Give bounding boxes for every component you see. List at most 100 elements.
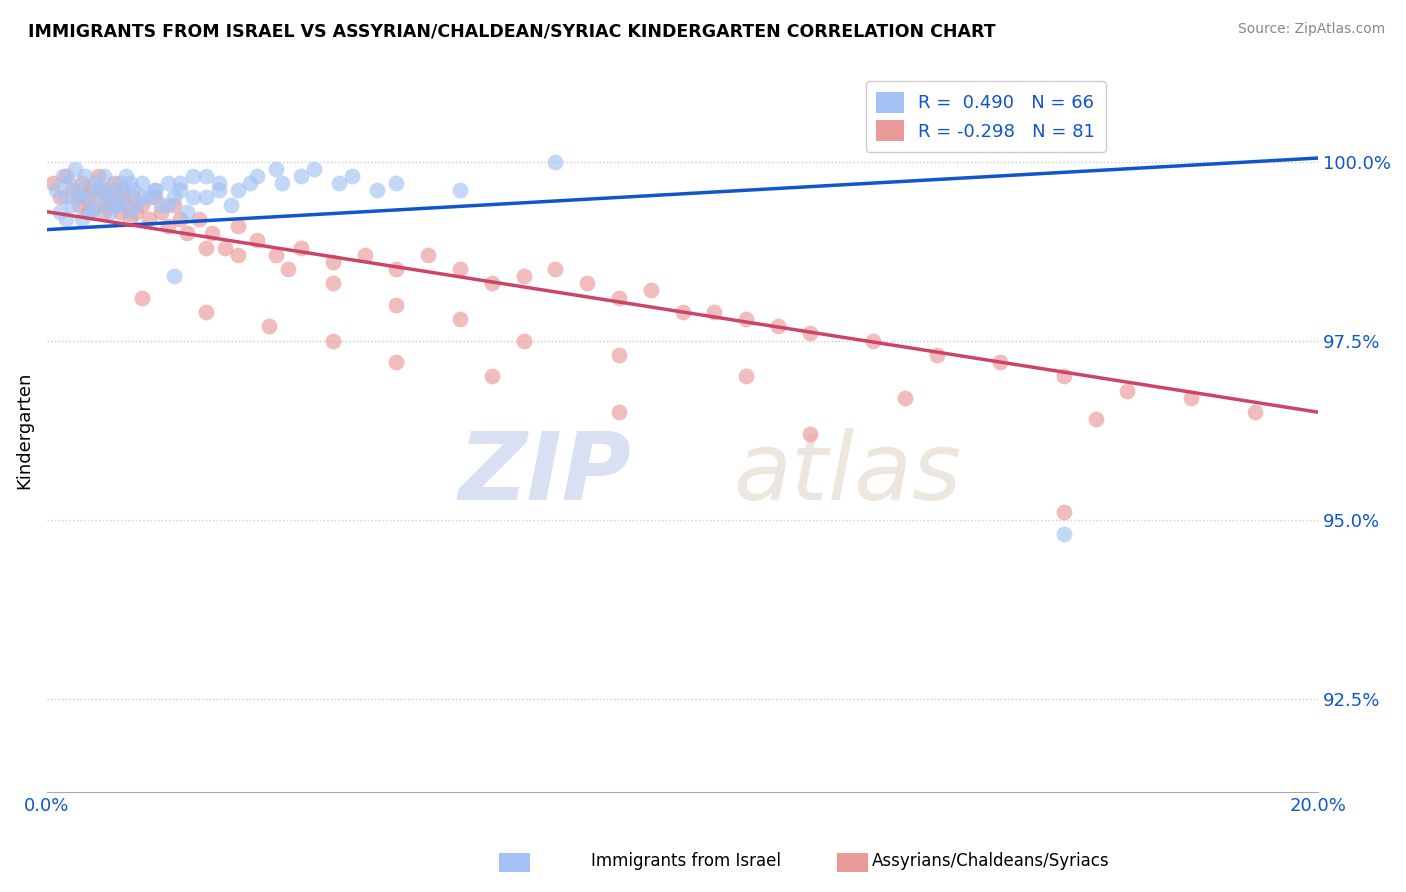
Point <box>143 183 166 197</box>
Point <box>246 233 269 247</box>
Point <box>1180 391 1202 405</box>
Point <box>576 277 599 291</box>
Legend: R =  0.490   N = 66, R = -0.298   N = 81: R = 0.490 N = 66, R = -0.298 N = 81 <box>866 81 1105 152</box>
Point <box>73 190 96 204</box>
Point <box>67 190 90 204</box>
Point <box>799 326 821 341</box>
Point <box>988 355 1011 369</box>
Point <box>181 190 204 204</box>
Point <box>108 204 131 219</box>
Text: Source: ZipAtlas.com: Source: ZipAtlas.com <box>1237 22 1385 37</box>
Point <box>328 176 350 190</box>
Point <box>90 197 112 211</box>
Point <box>100 197 122 211</box>
Point <box>925 348 948 362</box>
Point <box>544 262 567 277</box>
Point <box>607 405 630 419</box>
Point <box>271 176 294 190</box>
Point <box>121 183 143 197</box>
Point <box>80 204 103 219</box>
Point <box>42 176 65 190</box>
Point <box>353 248 375 262</box>
Point <box>385 298 408 312</box>
Point <box>118 211 141 226</box>
Point <box>290 240 312 254</box>
Point <box>246 169 269 183</box>
Point <box>125 197 148 211</box>
Point <box>259 319 281 334</box>
Point <box>1053 527 1076 541</box>
Point <box>143 183 166 197</box>
Point <box>169 183 191 197</box>
Y-axis label: Kindergarten: Kindergarten <box>15 371 32 489</box>
Point <box>544 154 567 169</box>
Text: IMMIGRANTS FROM ISRAEL VS ASSYRIAN/CHALDEAN/SYRIAC KINDERGARTEN CORRELATION CHAR: IMMIGRANTS FROM ISRAEL VS ASSYRIAN/CHALD… <box>28 22 995 40</box>
Point <box>131 190 153 204</box>
Point <box>55 211 77 226</box>
Point <box>385 176 408 190</box>
Point <box>125 204 148 219</box>
Point <box>67 183 90 197</box>
Point <box>1116 384 1139 398</box>
Point <box>264 248 287 262</box>
Point <box>607 291 630 305</box>
Point <box>290 169 312 183</box>
Point <box>83 176 105 190</box>
Point <box>131 291 153 305</box>
Point <box>219 197 242 211</box>
Point <box>207 183 229 197</box>
Point <box>103 176 125 190</box>
Point <box>607 348 630 362</box>
Point <box>105 197 128 211</box>
Point <box>131 197 153 211</box>
Point <box>77 190 100 204</box>
Point <box>138 190 160 204</box>
Point <box>181 169 204 183</box>
Point <box>55 190 77 204</box>
Point <box>67 197 90 211</box>
Point <box>385 262 408 277</box>
Point <box>163 190 186 204</box>
Point <box>105 190 128 204</box>
Point <box>1084 412 1107 426</box>
Point <box>862 334 884 348</box>
Point <box>277 262 299 277</box>
Point <box>52 169 75 183</box>
Point <box>226 219 249 233</box>
Point <box>73 169 96 183</box>
Point <box>340 169 363 183</box>
Point <box>90 183 112 197</box>
Point <box>80 183 103 197</box>
Point <box>322 255 344 269</box>
Point <box>60 183 83 197</box>
Point <box>735 312 758 326</box>
Point <box>214 240 236 254</box>
Point <box>894 391 917 405</box>
Point <box>156 219 179 233</box>
Text: atlas: atlas <box>734 428 962 519</box>
Point <box>239 176 262 190</box>
Point <box>449 312 471 326</box>
Point <box>115 197 138 211</box>
Point <box>121 190 143 204</box>
Text: Assyrians/Chaldeans/Syriacs: Assyrians/Chaldeans/Syriacs <box>872 852 1109 870</box>
Point <box>163 269 186 284</box>
Point <box>481 277 503 291</box>
Point <box>418 248 440 262</box>
Point <box>48 204 70 219</box>
Point <box>70 211 93 226</box>
Point <box>143 190 166 204</box>
Point <box>87 183 110 197</box>
Point <box>176 226 198 240</box>
Point <box>70 176 93 190</box>
Point <box>55 169 77 183</box>
Point <box>449 262 471 277</box>
Point <box>48 190 70 204</box>
Point <box>194 169 217 183</box>
Point <box>1053 369 1076 384</box>
Point <box>194 190 217 204</box>
Point <box>226 183 249 197</box>
Point <box>112 190 135 204</box>
Text: ZIP: ZIP <box>458 427 631 519</box>
Point <box>264 161 287 176</box>
